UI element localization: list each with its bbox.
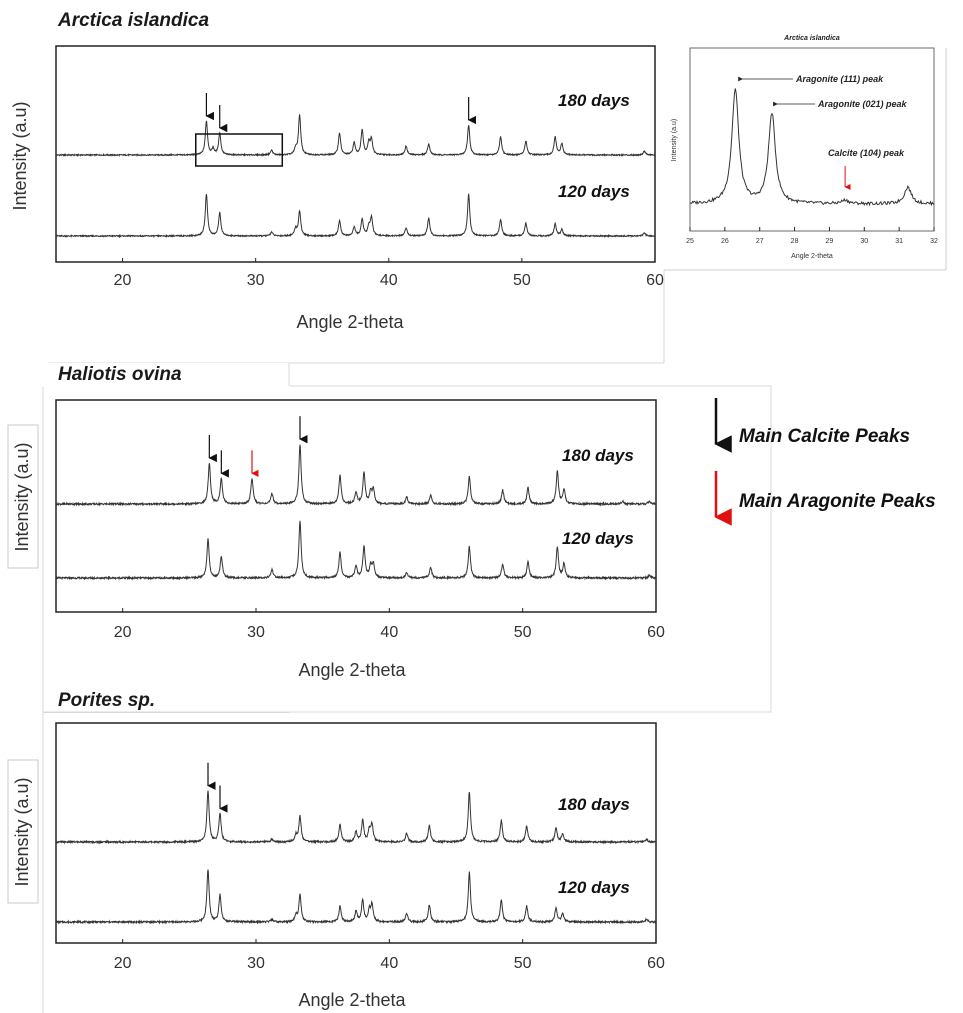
pattern-line-120-days (55, 520, 657, 581)
pattern-line-120-days (55, 193, 656, 239)
x-axis-label: Angle 2-theta (296, 312, 404, 332)
x-axis-label: Angle 2-theta (298, 990, 406, 1010)
panel-title-haliotis: Haliotis ovina (58, 364, 182, 385)
x-tick-label: 29 (826, 238, 834, 245)
pattern-lines (55, 114, 656, 239)
x-ticks: 20 30 40 50 60 (114, 939, 665, 972)
x-axis-label: Angle 2-theta (298, 660, 406, 680)
inset-title: Arctica islandica (783, 35, 840, 42)
series-label-120: 120 days (562, 529, 634, 548)
series-label-180: 180 days (558, 91, 630, 110)
inset-annotation-label: Aragonite (021) peak (817, 99, 908, 109)
legend-calcite-label: Main Calcite Peaks (739, 426, 910, 447)
plot-frame (55, 722, 657, 944)
x-tick-label: 50 (513, 272, 531, 289)
x-tick-label: 30 (860, 238, 868, 245)
y-axis-label: Intensity (a.u) (12, 777, 32, 886)
x-tick-label: 20 (114, 624, 132, 641)
y-axis-label: Intensity (a.u) (10, 101, 30, 210)
series-label-120: 120 days (558, 182, 630, 201)
title-divider (43, 712, 289, 713)
inset-annotation-label: Aragonite (111) peak (795, 74, 884, 84)
x-tick-label: 50 (514, 955, 532, 972)
inset-annotation-label: Calcite (104) peak (828, 148, 905, 158)
inset-pattern (690, 88, 934, 207)
x-tick-label: 40 (380, 272, 398, 289)
x-tick-label: 30 (247, 624, 265, 641)
x-tick-label: 20 (114, 272, 132, 289)
legend: Main Calcite Peaks Main Aragonite Peaks (714, 398, 936, 526)
x-tick-label: 50 (514, 624, 532, 641)
series-label-180: 180 days (562, 446, 634, 465)
x-tick-label: 40 (380, 955, 398, 972)
series-label-120: 120 days (558, 878, 630, 897)
x-tick-label: 32 (930, 238, 938, 245)
x-tick-label: 40 (380, 624, 398, 641)
panel-haliotis: Haliotis ovina 20 30 40 50 60 180 days 120 d… (0, 363, 772, 713)
y-label-box (7, 759, 39, 904)
x-ticks: 20 30 40 50 60 (114, 608, 665, 641)
inset-panel: Arctica islandica 25 26 27 28 29 30 31 32 Arago… (664, 35, 947, 271)
x-tick-label: 60 (647, 624, 665, 641)
x-tick-label: 25 (686, 238, 694, 245)
plot-frame (55, 399, 657, 613)
pattern-line-180-days (55, 790, 657, 845)
panel-title-porites: Porites sp. (58, 690, 155, 711)
pattern-line-180-days (55, 114, 656, 158)
x-tick-label: 60 (647, 955, 665, 972)
x-tick-label: 26 (721, 238, 729, 245)
series-label-180: 180 days (558, 795, 630, 814)
title-backdrop (0, 363, 290, 387)
x-tick-label: 30 (247, 955, 265, 972)
pattern-lines (55, 444, 657, 581)
x-tick-label: 27 (756, 238, 764, 245)
inset-annotations: Aragonite (111) peak Aragonite (021) peak… (738, 74, 908, 190)
peak-markers (205, 93, 477, 133)
inset-y-label: Intensity (a.u) (671, 119, 678, 161)
pattern-lines (55, 790, 657, 925)
panel-porites: Porites sp. 20 30 40 50 60 180 days 120 days… (7, 690, 665, 1013)
x-ticks: 20 30 40 50 60 (114, 258, 664, 289)
inset-frame (689, 47, 935, 232)
inset-x-label: Angle 2-theta (791, 253, 833, 260)
panel-frame (42, 385, 772, 713)
inset-pattern-line (690, 88, 934, 207)
y-axis-label: Intensity (a.u) (12, 442, 32, 551)
x-tick-label: 60 (646, 272, 664, 289)
panel-title-arctica: Arctica islandica (57, 10, 209, 31)
x-tick-label: 30 (247, 272, 265, 289)
y-label-box (7, 424, 39, 569)
legend-aragonite-label: Main Aragonite Peaks (739, 491, 936, 512)
peak-markers (207, 762, 228, 813)
pattern-line-180-days (55, 444, 657, 507)
peak-markers (208, 416, 308, 478)
panel-arctica: Arctica islandica 20 30 40 50 60 180 days 12… (10, 10, 665, 364)
x-tick-label: 31 (895, 238, 903, 245)
x-tick-label: 20 (114, 955, 132, 972)
inset-x-ticks: 25 26 27 28 29 30 31 32 (686, 227, 938, 245)
x-tick-label: 28 (791, 238, 799, 245)
pattern-line-120-days (55, 869, 657, 925)
zoom-region-box (195, 133, 284, 167)
